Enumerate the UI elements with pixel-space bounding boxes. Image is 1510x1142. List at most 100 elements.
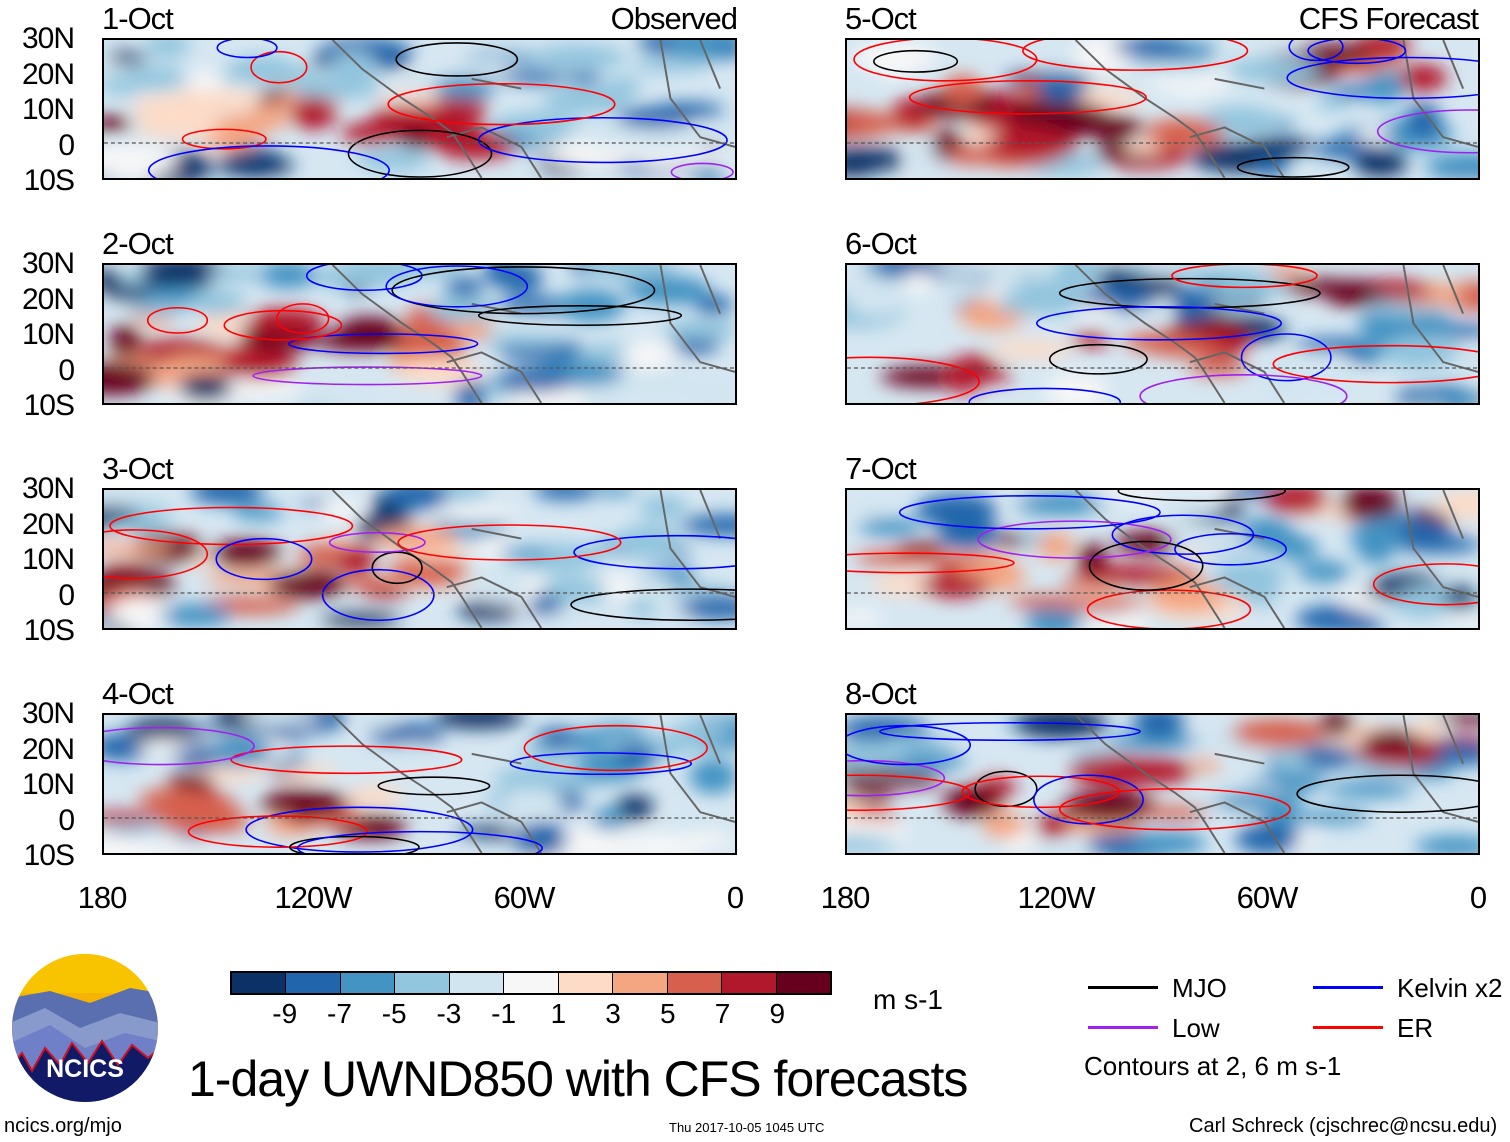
wind-anomaly-blob — [445, 277, 484, 298]
legend-label: ER — [1397, 1013, 1434, 1043]
wind-anomaly-blob — [497, 70, 568, 84]
wind-anomaly-blob — [1046, 103, 1113, 137]
wind-anomaly-blob — [1107, 732, 1199, 750]
latitude-label: 20N — [21, 282, 75, 316]
panel-date: 6-Oct — [845, 226, 917, 261]
wind-anomaly-blob — [1287, 772, 1325, 790]
contour-line — [377, 776, 491, 796]
map-panel — [845, 263, 1480, 405]
colorbar-swatch — [286, 973, 341, 993]
latitude-label: 0 — [58, 128, 75, 162]
wind-anomaly-blob — [613, 833, 702, 853]
wind-anomaly-blob — [500, 787, 565, 819]
wind-anomaly-blob — [133, 841, 220, 853]
map-panel — [102, 713, 737, 855]
wind-anomaly-blob — [902, 271, 935, 294]
wind-anomaly-blob — [220, 348, 298, 380]
wind-anomaly-blob — [1023, 844, 1106, 853]
contour-line — [1139, 374, 1348, 403]
wind-anomaly-blob — [1164, 491, 1225, 518]
legend-line — [1313, 986, 1383, 989]
wind-anomaly-blob — [1380, 335, 1459, 369]
contour-line — [387, 82, 616, 126]
contour-line — [276, 303, 330, 334]
longitude-label: 60W — [1236, 880, 1299, 915]
wind-anomaly-blob — [601, 575, 638, 599]
wind-anomaly-blob — [947, 144, 990, 167]
wind-anomaly-blob — [622, 340, 675, 370]
wind-anomaly-blob — [287, 75, 382, 100]
wind-anomaly-blob — [330, 49, 377, 83]
legend-line — [1088, 986, 1158, 989]
colorbar-swatch — [722, 973, 777, 993]
wind-anomaly-blob — [1327, 617, 1386, 628]
wind-anomaly-blob — [543, 86, 629, 114]
wind-anomaly-blob — [432, 75, 497, 100]
wind-anomaly-blob — [362, 715, 399, 730]
wind-anomaly-blob — [939, 516, 998, 550]
contour-line — [223, 309, 343, 341]
contour-line — [908, 80, 1147, 115]
wind-anomaly-blob — [343, 576, 396, 591]
latitude-label: 20N — [21, 507, 75, 541]
contour-line — [328, 531, 426, 553]
contour-line — [509, 752, 693, 776]
wind-anomaly-blob — [1320, 715, 1354, 737]
contour-line — [1086, 589, 1252, 628]
wind-anomaly-blob — [847, 834, 897, 853]
wind-anomaly-blob — [1069, 755, 1162, 787]
wind-anomaly-blob — [104, 490, 162, 504]
wind-anomaly-blob — [1364, 585, 1403, 599]
wind-anomaly-blob — [678, 595, 735, 620]
wind-anomaly-blob — [178, 373, 233, 402]
wind-anomaly-blob — [1018, 491, 1097, 516]
wind-anomaly-blob — [373, 526, 459, 551]
wind-anomaly-blob — [1432, 742, 1478, 766]
latitude-label: 30N — [21, 697, 75, 730]
contour-line — [250, 50, 308, 84]
longitude-label: 0 — [726, 880, 744, 915]
wind-anomaly-blob — [206, 735, 274, 767]
wind-anomaly-blob — [104, 541, 174, 556]
wind-anomaly-blob — [1394, 535, 1478, 554]
colorbar-swatch — [395, 973, 450, 993]
colorbar-label: -9 — [272, 998, 298, 1029]
wind-anomaly-blob — [500, 265, 543, 295]
wind-anomaly-blob — [528, 593, 563, 616]
footer-url[interactable]: ncics.org/mjo — [4, 1115, 122, 1137]
wind-anomaly-blob — [144, 40, 191, 59]
coastline — [1074, 715, 1478, 853]
wind-anomaly-blob — [1444, 585, 1477, 609]
coastline — [1074, 40, 1478, 178]
contour-line — [395, 42, 519, 77]
wind-anomaly-blob — [689, 758, 735, 794]
wind-anomaly-blob — [982, 811, 1026, 839]
wind-anomaly-blob — [184, 89, 261, 113]
wind-anomaly-blob — [1144, 118, 1224, 148]
contour-line — [1036, 306, 1283, 341]
wind-anomaly-blob — [210, 539, 282, 567]
wind-anomaly-blob — [847, 610, 883, 627]
latitude-label: 10S — [23, 614, 75, 647]
contour-line — [573, 534, 735, 570]
wind-anomaly-blob — [680, 514, 735, 536]
wind-anomaly-blob — [958, 367, 1012, 383]
latitude-label: 0 — [58, 803, 75, 837]
wind-anomaly-blob — [383, 490, 449, 510]
wind-anomaly-blob — [1298, 560, 1350, 583]
forecast-title: CFS Forecast — [1298, 1, 1479, 36]
wind-anomaly-blob — [104, 144, 178, 178]
wind-anomaly-blob — [515, 821, 568, 853]
wind-anomaly-blob — [520, 777, 604, 791]
contour-line — [477, 116, 728, 164]
wind-anomaly-blob — [533, 490, 597, 500]
wind-anomaly-blob — [1072, 304, 1117, 319]
contour-line — [321, 568, 435, 622]
contour-line — [1372, 563, 1478, 606]
colorbar-label: 5 — [660, 998, 676, 1029]
colorbar-label: 3 — [605, 998, 621, 1029]
contour-line — [1272, 344, 1478, 384]
wind-anomaly-blob — [1435, 613, 1478, 626]
wind-anomaly-blob — [127, 717, 198, 744]
latitude-label: 0 — [58, 578, 75, 612]
